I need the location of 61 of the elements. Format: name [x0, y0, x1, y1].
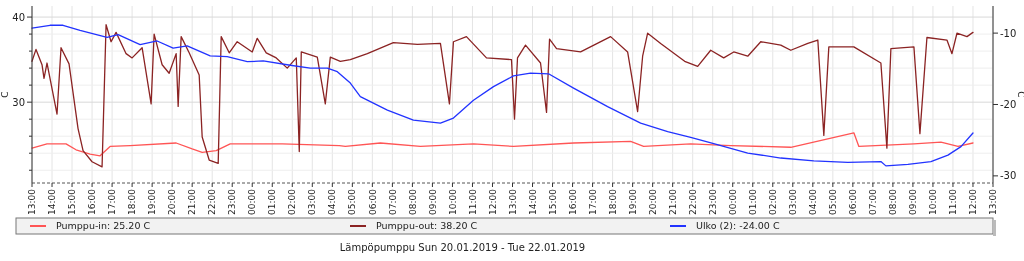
- y2-tick-label: -10: [1000, 27, 1017, 39]
- legend-label: Ulko (2): -24.00 C: [696, 220, 780, 232]
- x-tick-label: 19:00: [147, 188, 158, 215]
- x-tick-label: 00:00: [247, 188, 258, 215]
- x-tick-label: 14:00: [527, 188, 538, 215]
- x-tick-label: 20:00: [167, 188, 178, 215]
- x-tick-label: 13:00: [507, 188, 518, 215]
- x-tick-label: 15:00: [547, 188, 558, 215]
- x-tick-label: 02:00: [767, 188, 778, 215]
- x-tick-label: 13:00: [27, 188, 38, 215]
- x-tick-label: 17:00: [587, 188, 598, 215]
- x-tick-label: 03:00: [787, 188, 798, 215]
- x-tick-label: 14:00: [47, 188, 58, 215]
- x-tick-label: 06:00: [848, 188, 858, 215]
- x-tick-label: 07:00: [387, 188, 398, 215]
- legend-label: Pumppu-out: 38.20 C: [376, 220, 478, 232]
- x-tick-label: 08:00: [888, 188, 899, 215]
- y2-axis-title: C: [1016, 91, 1024, 98]
- x-tick-label: 06:00: [367, 188, 378, 215]
- line-series: [31, 132, 974, 157]
- x-tick-label: 21:00: [667, 188, 678, 215]
- x-tick-label: 01:00: [267, 188, 278, 215]
- x-tick-label: 01:00: [747, 188, 758, 215]
- x-tick-label: 20:00: [647, 188, 658, 215]
- x-tick-label: 16:00: [567, 188, 578, 215]
- x-tick-label: 21:00: [187, 188, 198, 215]
- x-tick-label: 05:00: [347, 188, 358, 215]
- x-tick-label: 22:00: [687, 188, 698, 215]
- x-tick-label: 12:00: [487, 188, 498, 215]
- x-tick-label: 13:00: [988, 188, 999, 215]
- x-tick-label: 08:00: [407, 188, 418, 215]
- x-tick-label: 00:00: [727, 188, 738, 215]
- y-tick-label: 40: [12, 11, 25, 23]
- x-tick-label: 18:00: [127, 188, 138, 215]
- x-tick-label: 16:00: [87, 188, 98, 215]
- x-tick-label: 15:00: [67, 188, 78, 215]
- y2-tick-label: -30: [1000, 170, 1017, 182]
- x-tick-label: 17:00: [107, 188, 118, 215]
- legend-label: Pumppu-in: 25.20 C: [56, 220, 151, 232]
- x-tick-label: 12:00: [968, 188, 979, 215]
- x-tick-label: 09:00: [908, 188, 919, 215]
- x-tick-label: 23:00: [227, 188, 238, 215]
- x-tick-label: 18:00: [607, 188, 618, 215]
- x-tick-label: 23:00: [707, 188, 718, 215]
- x-tick-label: 10:00: [928, 188, 939, 215]
- x-tick-label: 04:00: [807, 188, 818, 215]
- x-tick-label: 02:00: [287, 188, 298, 215]
- y-axis-title: C: [0, 91, 10, 98]
- text: Lämpöpumppu Sun 20.01.2019 - Tue 22.01.2019: [339, 242, 586, 253]
- x-tick-label: 10:00: [447, 188, 458, 215]
- x-tick-label: 22:00: [207, 188, 218, 215]
- x-tick-label: 05:00: [827, 188, 838, 215]
- y2-tick-label: -20: [1000, 98, 1017, 110]
- x-tick-label: 04:00: [327, 188, 338, 215]
- x-tick-label: 07:00: [868, 188, 879, 215]
- x-tick-label: 09:00: [427, 188, 438, 215]
- x-tick-label: 19:00: [627, 188, 638, 215]
- x-tick-label: 11:00: [948, 188, 959, 215]
- y-tick-label: 30: [12, 96, 25, 108]
- x-tick-label: 11:00: [467, 188, 478, 215]
- x-tick-label: 03:00: [307, 188, 318, 215]
